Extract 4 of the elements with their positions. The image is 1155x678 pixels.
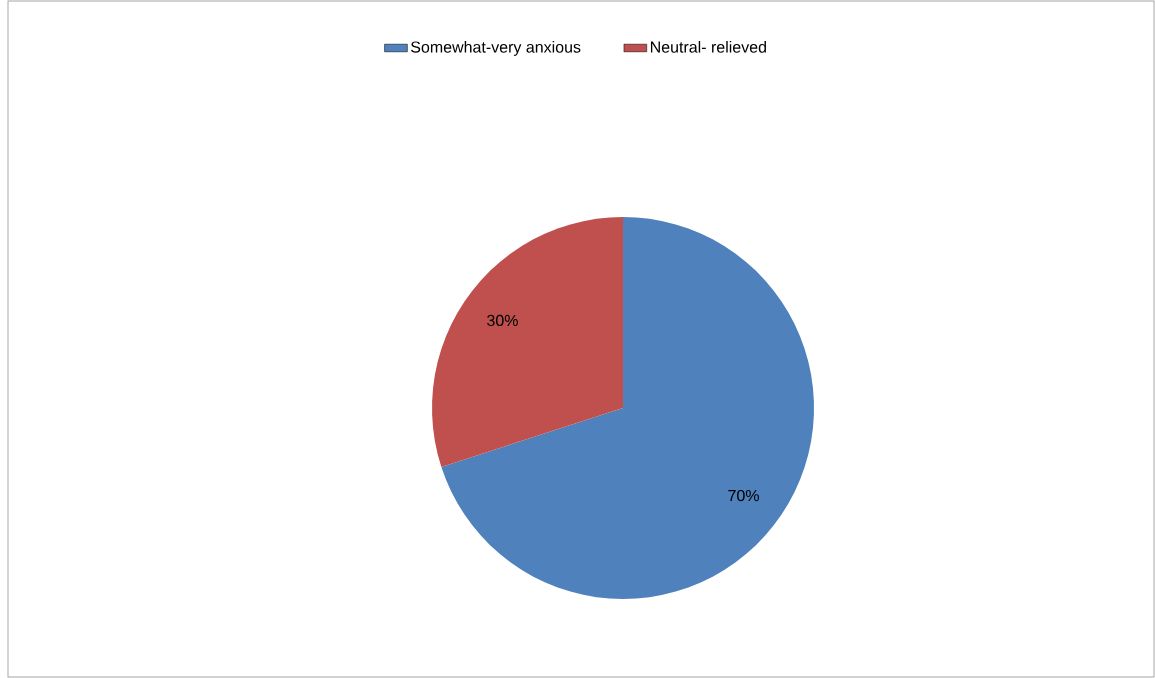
data-label: 30%: [487, 314, 518, 327]
legend-label: Neutral- relieved: [650, 41, 766, 53]
legend-label: Somewhat-very anxious: [411, 41, 581, 56]
data-label: 70%: [728, 489, 759, 502]
